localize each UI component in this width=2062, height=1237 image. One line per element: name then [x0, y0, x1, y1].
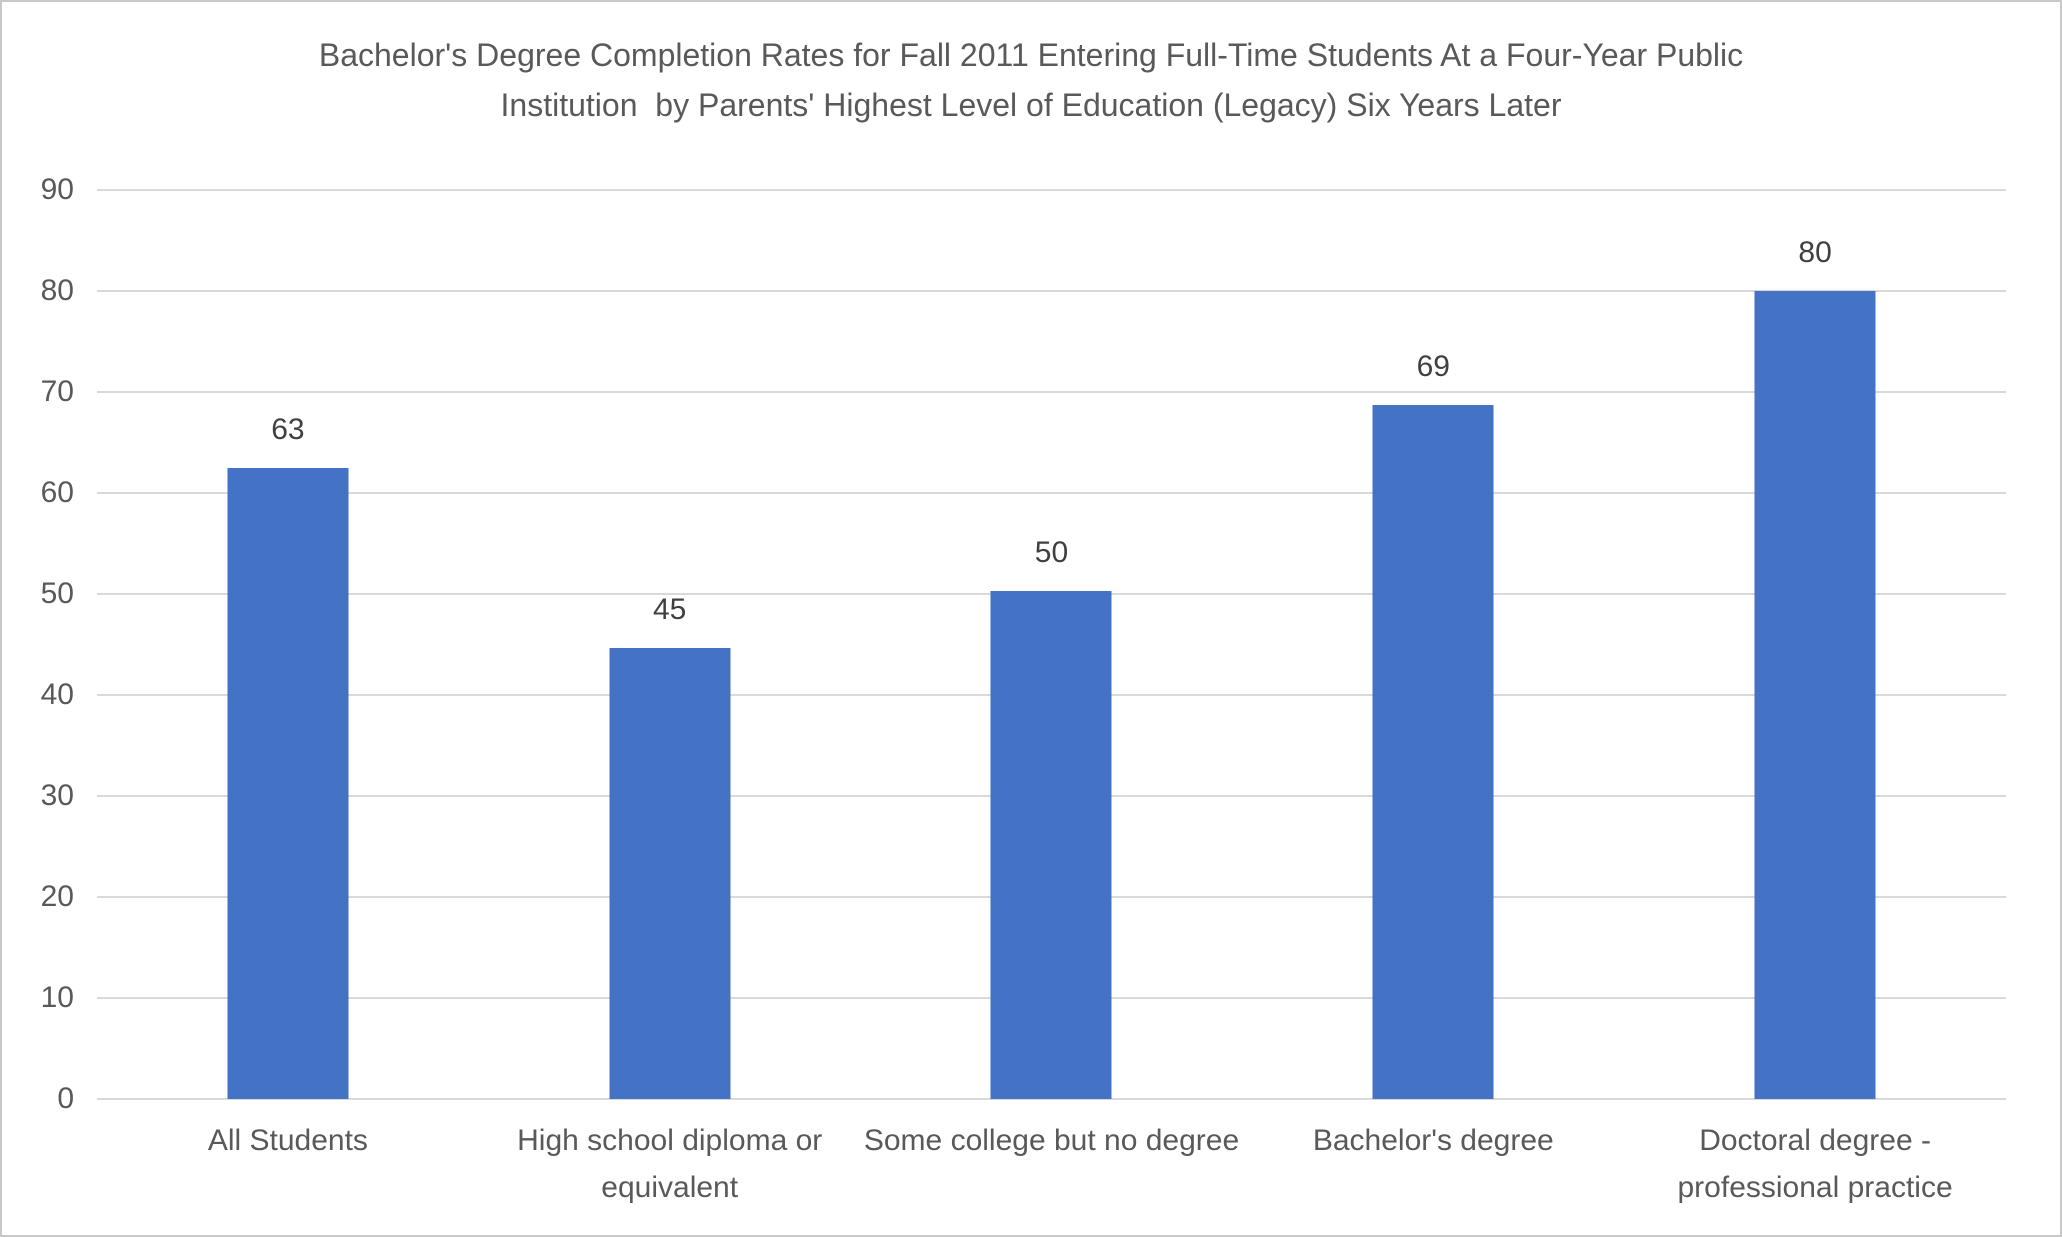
bar-4: [1372, 405, 1494, 1099]
gridline: [97, 1098, 2006, 1100]
y-tick-label: 60: [40, 476, 74, 509]
y-tick-label: 90: [40, 173, 74, 206]
y-tick-label: 40: [40, 678, 74, 711]
y-tick-label: 80: [40, 274, 74, 307]
gridline: [97, 391, 2006, 393]
bar-1: [227, 467, 349, 1099]
bar-slot: 80: [1624, 190, 2006, 1099]
bars-container: 63 45 50 69 80: [97, 190, 2006, 1099]
y-tick-label: 70: [40, 375, 74, 408]
x-axis-labels: All Students High school diploma or equiv…: [97, 1117, 2006, 1211]
y-tick-label: 30: [40, 779, 74, 812]
gridline: [97, 290, 2006, 292]
bar-value-label: 69: [1416, 350, 1450, 384]
x-label-cell: All Students: [97, 1117, 479, 1211]
chart-title: Bachelor's Degree Completion Rates for F…: [318, 37, 1744, 123]
bar-value-label: 63: [271, 412, 305, 446]
bar-slot: 69: [1242, 190, 1624, 1099]
y-tick-label: 0: [57, 1082, 74, 1115]
bar-slot: 45: [479, 190, 861, 1099]
y-tick-label: 10: [40, 981, 74, 1014]
x-label-cell: Some college but no degree: [861, 1117, 1243, 1211]
gridline: [97, 189, 2006, 191]
x-label-cell: Bachelor's degree: [1242, 1117, 1624, 1211]
category-label: Bachelor's degree: [1312, 1124, 1554, 1157]
bar-3: [990, 590, 1112, 1099]
bar-slot: 63: [97, 190, 479, 1099]
bar-slot: 50: [861, 190, 1243, 1099]
bar-5: [1754, 291, 1876, 1099]
plot-area: 0 10 20 30 40 50 60 70 80 90 63 45 50 69 80: [41, 175, 2006, 1114]
category-label: High school diploma or equivalent: [517, 1124, 823, 1204]
bar-value-label: 45: [653, 592, 687, 626]
x-label-cell: High school diploma or equivalent: [479, 1117, 861, 1211]
category-label: All Students: [207, 1124, 368, 1157]
bar-2: [609, 647, 731, 1099]
x-label-cell: Doctoral degree - professional practice: [1624, 1117, 2006, 1211]
bar-value-label: 80: [1798, 236, 1832, 269]
category-label: Some college but no degree: [863, 1124, 1240, 1157]
y-tick-label: 50: [40, 577, 74, 610]
category-label: Doctoral degree - professional practice: [1677, 1124, 1953, 1204]
y-tick-label: 20: [40, 880, 74, 913]
gridline: [97, 492, 2006, 494]
bar-value-label: 50: [1034, 535, 1069, 569]
